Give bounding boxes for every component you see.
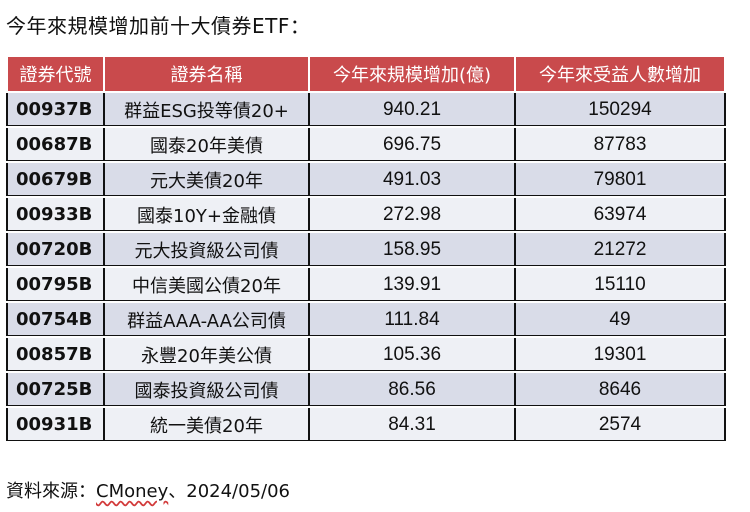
cell-scale-increase: 696.75 <box>308 126 516 163</box>
cell-name: 國泰20年美債 <box>103 126 310 163</box>
source-date: 、2024/05/06 <box>168 481 290 502</box>
cell-scale-increase: 158.95 <box>308 231 516 268</box>
cell-code: 00687B <box>6 126 105 163</box>
cell-code: 00937B <box>6 91 105 128</box>
table-row: 00933B 國泰10Y+金融債 272.98 63974 <box>6 196 726 233</box>
page-title: 今年來規模增加前十大債券ETF： <box>6 14 311 38</box>
cell-holders-increase: 2574 <box>514 406 726 443</box>
cell-name: 元大投資級公司債 <box>103 231 310 268</box>
cell-code: 00679B <box>6 161 105 198</box>
cell-holders-increase: 19301 <box>514 336 726 373</box>
header-name: 證券名稱 <box>103 55 310 93</box>
table-row: 00687B 國泰20年美債 696.75 87783 <box>6 126 726 163</box>
cell-holders-increase: 79801 <box>514 161 726 198</box>
cell-holders-increase: 21272 <box>514 231 726 268</box>
cell-scale-increase: 111.84 <box>308 301 516 338</box>
etf-table: 證券代號 證券名稱 今年來規模增加(億) 今年來受益人數增加 00937B 群益… <box>6 55 726 443</box>
cell-code: 00931B <box>6 406 105 443</box>
cell-name: 國泰投資級公司債 <box>103 371 310 408</box>
cell-name: 國泰10Y+金融債 <box>103 196 310 233</box>
cell-holders-increase: 15110 <box>514 266 726 303</box>
cell-scale-increase: 940.21 <box>308 91 516 128</box>
table-row: 00720B 元大投資級公司債 158.95 21272 <box>6 231 726 268</box>
cell-scale-increase: 84.31 <box>308 406 516 443</box>
table-row: 00795B 中信美國公債20年 139.91 15110 <box>6 266 726 303</box>
cell-scale-increase: 272.98 <box>308 196 516 233</box>
header-code: 證券代號 <box>6 55 105 93</box>
source-prefix: 資料來源： <box>6 481 96 502</box>
source-note: 資料來源：CMoney、2024/05/06 <box>6 477 290 503</box>
cell-name: 中信美國公債20年 <box>103 266 310 303</box>
cell-holders-increase: 49 <box>514 301 726 338</box>
table-row: 00937B 群益ESG投等債20+ 940.21 150294 <box>6 91 726 128</box>
table-row: 00857B 永豐20年美公債 105.36 19301 <box>6 336 726 373</box>
cell-name: 元大美債20年 <box>103 161 310 198</box>
cell-code: 00720B <box>6 231 105 268</box>
cell-scale-increase: 86.56 <box>308 371 516 408</box>
table-row: 00931B 統一美債20年 84.31 2574 <box>6 406 726 443</box>
cell-holders-increase: 87783 <box>514 126 726 163</box>
table-row: 00725B 國泰投資級公司債 86.56 8646 <box>6 371 726 408</box>
header-holders-increase: 今年來受益人數增加 <box>514 55 726 93</box>
cell-holders-increase: 150294 <box>514 91 726 128</box>
table-header-row: 證券代號 證券名稱 今年來規模增加(億) 今年來受益人數增加 <box>6 55 726 93</box>
cell-code: 00933B <box>6 196 105 233</box>
table-row: 00754B 群益AAA-AA公司債 111.84 49 <box>6 301 726 338</box>
cell-name: 永豐20年美公債 <box>103 336 310 373</box>
cell-scale-increase: 491.03 <box>308 161 516 198</box>
cell-name: 群益AAA-AA公司債 <box>103 301 310 338</box>
cell-code: 00725B <box>6 371 105 408</box>
source-brand: CMoney <box>96 481 169 502</box>
cell-code: 00754B <box>6 301 105 338</box>
cell-name: 統一美債20年 <box>103 406 310 443</box>
cell-holders-increase: 63974 <box>514 196 726 233</box>
table-row: 00679B 元大美債20年 491.03 79801 <box>6 161 726 198</box>
cell-scale-increase: 139.91 <box>308 266 516 303</box>
cell-name: 群益ESG投等債20+ <box>103 91 310 128</box>
cell-holders-increase: 8646 <box>514 371 726 408</box>
cell-scale-increase: 105.36 <box>308 336 516 373</box>
header-scale-increase: 今年來規模增加(億) <box>308 55 516 93</box>
cell-code: 00795B <box>6 266 105 303</box>
cell-code: 00857B <box>6 336 105 373</box>
